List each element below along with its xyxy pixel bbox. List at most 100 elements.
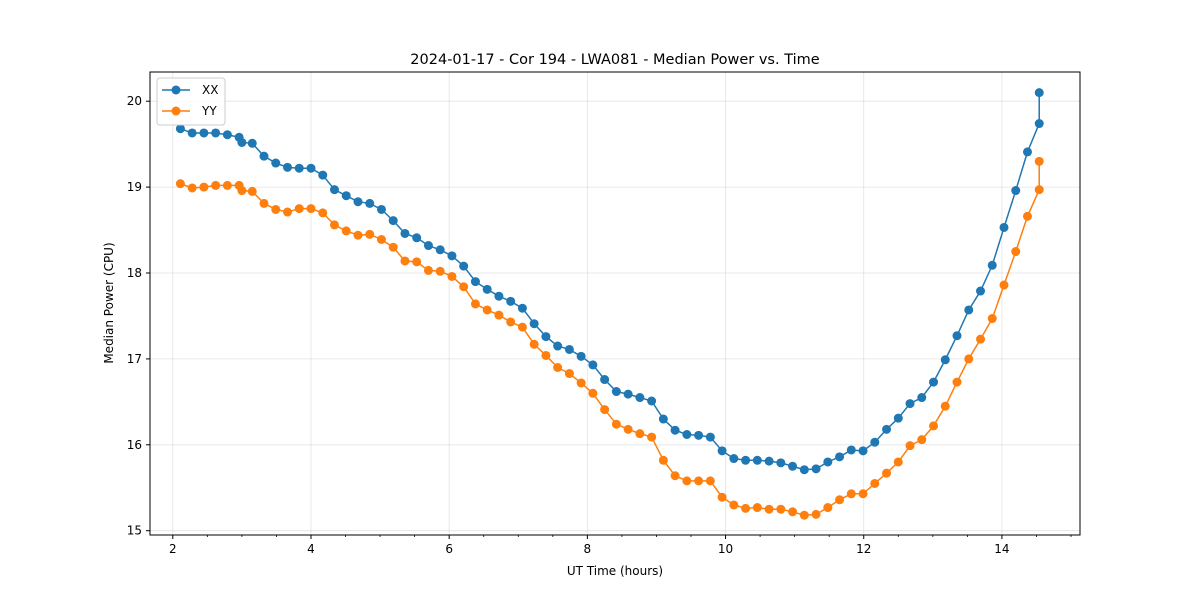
data-point-xx <box>237 137 247 147</box>
data-point-yy <box>294 204 304 214</box>
data-point-xx <box>823 457 833 467</box>
data-point-yy <box>247 186 257 196</box>
data-point-yy <box>846 489 856 499</box>
data-point-yy <box>541 350 551 360</box>
data-point-xx <box>635 393 645 403</box>
data-point-xx <box>987 260 997 270</box>
data-point-xx <box>306 163 316 173</box>
x-axis-label: UT Time (hours) <box>567 564 663 578</box>
data-point-yy <box>987 314 997 324</box>
data-point-xx <box>482 284 492 294</box>
data-point-xx <box>259 151 269 161</box>
data-point-xx <box>175 124 185 134</box>
data-point-xx <box>717 446 727 456</box>
data-point-yy <box>799 510 809 520</box>
x-tick-label: 10 <box>718 542 733 556</box>
y-axis-label: Median Power (CPU) <box>102 242 116 363</box>
data-point-xx <box>423 241 433 251</box>
data-point-xx <box>506 296 516 306</box>
data-point-xx <box>388 216 398 226</box>
data-point-xx <box>199 128 209 138</box>
data-point-xx <box>858 446 868 456</box>
data-point-yy <box>435 266 445 276</box>
data-point-yy <box>283 207 292 217</box>
data-point-yy <box>237 186 247 196</box>
data-point-yy <box>964 354 974 364</box>
legend-label-xx: XX <box>202 83 218 97</box>
data-point-yy <box>905 441 915 451</box>
data-point-xx <box>940 355 950 365</box>
data-point-yy <box>952 377 962 387</box>
data-point-yy <box>705 476 715 486</box>
data-point-xx <box>870 437 880 447</box>
data-point-xx <box>588 360 598 370</box>
data-point-yy <box>187 183 197 193</box>
data-point-xx <box>764 456 774 466</box>
legend-marker-xx <box>171 85 181 95</box>
data-point-yy <box>222 180 232 190</box>
data-point-yy <box>635 429 645 439</box>
data-point-yy <box>175 179 185 189</box>
data-point-yy <box>388 242 398 252</box>
data-point-xx <box>447 251 457 261</box>
data-point-yy <box>835 495 845 505</box>
series-line-xx <box>180 92 1040 471</box>
data-point-xx <box>294 163 304 173</box>
data-point-yy <box>658 455 668 465</box>
data-point-xx <box>517 303 527 313</box>
x-tick-label: 8 <box>584 542 592 556</box>
y-tick-label: 15 <box>127 524 142 538</box>
data-point-yy <box>1034 185 1044 195</box>
x-tick-label: 12 <box>856 542 871 556</box>
axes: 2 4 6 8 10 12 14 15 16 17 18 19 20 <box>127 94 1072 556</box>
data-point-yy <box>811 509 821 519</box>
data-point-yy <box>494 310 504 320</box>
x-tick-label: 14 <box>994 542 1009 556</box>
data-point-yy <box>999 280 1009 290</box>
data-point-xx <box>694 430 704 440</box>
data-point-xx <box>1034 119 1044 129</box>
x-tick-label: 4 <box>307 542 315 556</box>
data-point-xx <box>365 198 375 208</box>
data-point-xx <box>329 185 339 195</box>
data-point-yy <box>647 432 657 442</box>
data-point-yy <box>306 204 316 214</box>
data-point-xx <box>917 393 927 403</box>
data-point-xx <box>541 332 551 342</box>
data-point-yy <box>623 424 633 434</box>
data-point-xx <box>776 458 786 468</box>
data-point-yy <box>400 256 410 266</box>
data-point-yy <box>529 339 539 349</box>
chart-title: 2024-01-17 - Cor 194 - LWA081 - Median P… <box>410 52 819 68</box>
data-point-xx <box>187 128 197 138</box>
data-point-yy <box>459 282 469 292</box>
data-point-xx <box>529 319 539 329</box>
data-point-xx <box>1022 147 1032 157</box>
data-point-yy <box>893 457 903 467</box>
data-point-xx <box>435 245 445 255</box>
data-point-yy <box>752 503 762 513</box>
data-point-yy <box>729 500 739 510</box>
data-point-yy <box>823 503 833 513</box>
data-point-xx <box>811 464 821 474</box>
data-point-yy <box>611 419 621 429</box>
data-point-xx <box>459 261 469 271</box>
data-point-xx <box>799 465 809 475</box>
data-point-yy <box>259 198 269 208</box>
legend: XX YY <box>156 77 226 126</box>
data-point-yy <box>412 257 422 267</box>
data-point-xx <box>553 341 563 351</box>
data-point-yy <box>341 226 351 236</box>
data-point-xx <box>1011 186 1021 196</box>
data-point-yy <box>271 204 281 214</box>
data-point-yy <box>1011 247 1021 257</box>
data-point-yy <box>694 476 704 486</box>
x-tick-label: 2 <box>169 542 177 556</box>
data-point-xx <box>576 351 586 361</box>
plot-frame <box>149 71 1081 536</box>
data-point-yy <box>670 471 680 481</box>
data-point-yy <box>318 208 328 218</box>
data-point-xx <box>788 461 798 471</box>
data-point-yy <box>365 229 375 239</box>
data-point-yy <box>353 230 363 240</box>
